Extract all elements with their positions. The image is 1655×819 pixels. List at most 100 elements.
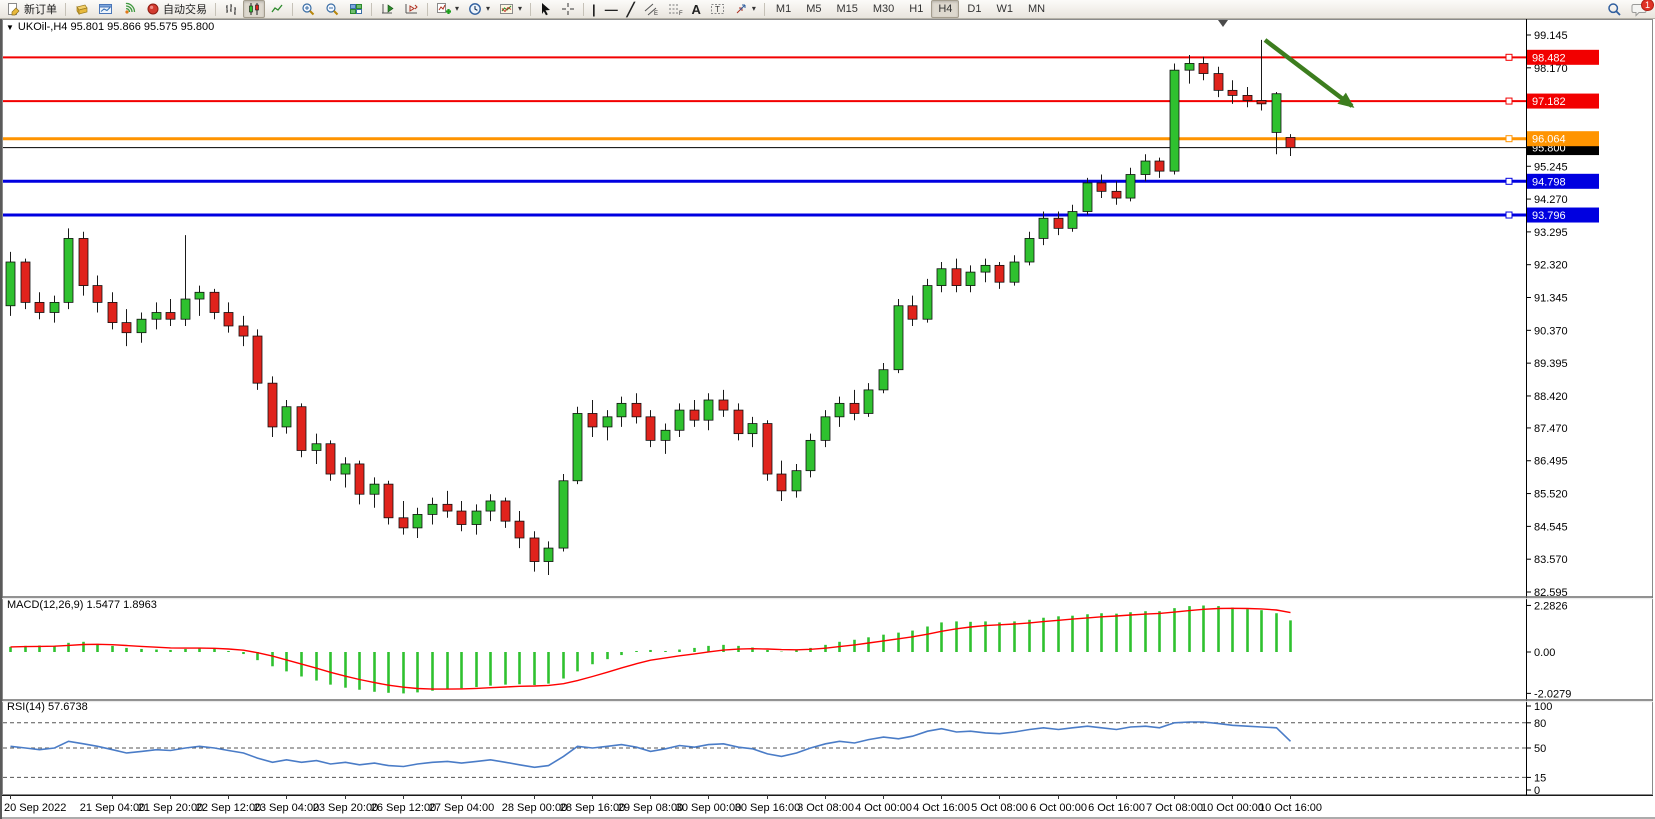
channel-icon: E [644, 3, 658, 16]
periods-button[interactable]: ▾ [464, 0, 494, 18]
signal-button[interactable] [118, 0, 141, 18]
text-tool-icon: A [691, 1, 701, 17]
zoom-in-icon [302, 3, 315, 16]
crosshair-tool-button[interactable] [557, 0, 579, 18]
price-tag: 97.182 [1527, 93, 1599, 109]
vertical-line-tool-button[interactable]: | [588, 0, 600, 18]
svg-text:50: 50 [1534, 743, 1546, 755]
macd-signal-line [10, 607, 1291, 690]
crosshair-icon [562, 3, 575, 15]
chart-title-bar: ▼ UKOil-,H4 95.801 95.866 95.575 95.800 [6, 21, 214, 33]
dropdown-caret-icon: ▾ [518, 4, 523, 13]
zoom-out-icon [326, 3, 339, 16]
trendline-tool-button[interactable]: ╱ [623, 0, 639, 18]
horizontal-line-tool-button[interactable]: — [601, 0, 622, 18]
svg-text:98.170: 98.170 [1534, 63, 1568, 75]
svg-text:3 Oct 08:00: 3 Oct 08:00 [797, 802, 854, 814]
toolbar-separator [65, 2, 66, 16]
candlestick-chart-button[interactable] [243, 0, 265, 18]
notifications-button[interactable]: 1 [1627, 0, 1654, 18]
indicators-button[interactable]: ▾ [432, 0, 463, 18]
zoom-out-button[interactable] [321, 0, 344, 18]
cursor-tool-button[interactable] [535, 0, 556, 18]
svg-text:100: 100 [1534, 701, 1552, 713]
svg-text:88.420: 88.420 [1534, 391, 1568, 403]
text-tool-button[interactable]: A [688, 0, 705, 18]
rsi-indicator-label: RSI(14) 57.6738 [7, 701, 88, 713]
label-tool-button[interactable]: T [706, 0, 729, 18]
fibonacci-icon: F [668, 4, 683, 16]
svg-text:83.570: 83.570 [1534, 554, 1568, 566]
svg-text:96.064: 96.064 [1532, 134, 1566, 146]
price-tag: 96.064 [1527, 131, 1599, 147]
timeframe-w1-button[interactable]: W1 [996, 3, 1013, 15]
svg-text:29 Sep 08:00: 29 Sep 08:00 [618, 802, 683, 814]
dropdown-caret-icon: ▾ [486, 4, 491, 13]
candlestick-chart-icon [249, 3, 259, 15]
chart-shift-marker [1218, 20, 1228, 27]
svg-text:E: E [654, 11, 658, 16]
auto-scroll-button[interactable] [376, 0, 399, 18]
horizontal-level-lines [3, 53, 1526, 219]
market-watch-button[interactable] [70, 0, 93, 18]
rsi-line [10, 721, 1292, 769]
fibonacci-tool-button[interactable]: F [664, 0, 687, 18]
timeframe-m30-button[interactable]: M30 [872, 3, 895, 15]
candles [5, 39, 1296, 576]
notification-badge: 1 [1640, 0, 1654, 11]
search-button[interactable] [1603, 0, 1626, 18]
data-window-button[interactable] [94, 0, 117, 18]
cursor-icon [542, 3, 551, 16]
svg-text:94.798: 94.798 [1532, 176, 1566, 188]
channel-tool-button[interactable]: E [640, 0, 663, 18]
tile-windows-button[interactable] [345, 0, 367, 18]
arrows-tool-button[interactable]: ▾ [730, 0, 760, 18]
macd-indicator-label: MACD(12,26,9) 1.5477 1.8963 [7, 599, 157, 611]
templates-button[interactable]: ▾ [495, 0, 526, 18]
rsi-pane: 100 80 50 150 [3, 701, 1552, 797]
tile-windows-icon [350, 4, 362, 14]
chart-shift-button[interactable] [400, 0, 423, 18]
svg-text:23 Sep 04:00: 23 Sep 04:00 [254, 802, 319, 814]
dropdown-caret-icon: ▾ [751, 4, 756, 13]
trendline-icon: ╱ [626, 1, 635, 17]
timeframe-mn-button[interactable]: MN [1027, 3, 1046, 15]
svg-text:90.370: 90.370 [1534, 325, 1568, 337]
price-axis-labels: 99.145 98.170 95.245 94.270 93.295 92.320 91.3… [1526, 30, 1568, 599]
annotation-arrow [1263, 38, 1355, 108]
toolbar-separator [371, 2, 372, 16]
svg-text:20 Sep 2022: 20 Sep 2022 [4, 802, 66, 814]
timeframe-m5-button[interactable]: M5 [806, 3, 822, 15]
bar-chart-button[interactable] [220, 0, 242, 18]
new-order-button[interactable]: 新订单 [3, 0, 61, 18]
line-chart-icon [271, 4, 283, 13]
svg-text:82.595: 82.595 [1534, 587, 1568, 599]
svg-text:10 Oct 16:00: 10 Oct 16:00 [1259, 802, 1322, 814]
timeframe-m1-button[interactable]: M1 [775, 3, 792, 15]
signal-icon [125, 2, 136, 14]
timeframe-h1-button[interactable]: H1 [909, 3, 924, 15]
svg-text:22 Sep 12:00: 22 Sep 12:00 [196, 802, 261, 814]
macd-pane: 2.2826 0.00 -2.0279 [9, 600, 1571, 700]
indicators-icon [437, 3, 451, 14]
timeframe-m15-button[interactable]: M15 [836, 3, 858, 15]
svg-text:92.320: 92.320 [1534, 260, 1568, 272]
timeframe-d1-button[interactable]: D1 [967, 3, 982, 15]
price-tag: 98.482 [1527, 49, 1599, 65]
zoom-in-button[interactable] [297, 0, 320, 18]
svg-text:7 Oct 08:00: 7 Oct 08:00 [1146, 802, 1203, 814]
price-tag: 93.796 [1527, 207, 1599, 223]
line-chart-button[interactable] [266, 0, 288, 18]
label-tool-icon: T [710, 4, 724, 14]
svg-text:89.395: 89.395 [1534, 358, 1568, 370]
toolbar-separator [292, 2, 293, 16]
timeframe-h4-button[interactable]: H4 [931, 0, 960, 18]
svg-text:6 Oct 16:00: 6 Oct 16:00 [1088, 802, 1145, 814]
svg-text:-2.0279: -2.0279 [1534, 688, 1571, 700]
symbol-collapse-icon[interactable]: ▼ [6, 23, 14, 32]
svg-text:26 Sep 12:00: 26 Sep 12:00 [371, 802, 436, 814]
autotrading-button[interactable]: 自动交易 [142, 0, 211, 18]
toolbar-separator [530, 2, 532, 16]
svg-text:80: 80 [1534, 718, 1546, 730]
